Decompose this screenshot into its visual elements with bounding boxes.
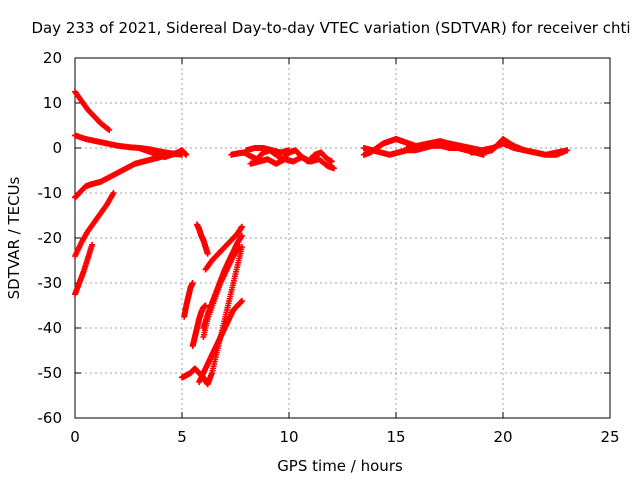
x-tick-label: 15 bbox=[386, 428, 405, 446]
data-point bbox=[236, 244, 243, 250]
y-tick-label: -40 bbox=[38, 319, 63, 337]
y-tick-label: -10 bbox=[38, 184, 63, 202]
data-point bbox=[330, 165, 337, 172]
series-arc-m bbox=[193, 221, 211, 257]
series-arc-q bbox=[243, 145, 292, 156]
y-tick-label: 10 bbox=[43, 94, 62, 112]
y-tick-label: -20 bbox=[38, 229, 63, 247]
data-point bbox=[183, 151, 190, 158]
y-tick-label: -50 bbox=[38, 364, 63, 382]
data-point bbox=[106, 127, 113, 133]
data-point bbox=[89, 241, 96, 248]
data-point bbox=[238, 232, 245, 239]
y-axis-label: SDTVAR / TECUs bbox=[5, 176, 23, 299]
data-point bbox=[189, 280, 196, 286]
y-tick-label: 0 bbox=[52, 139, 62, 157]
series-arc-d bbox=[72, 190, 117, 259]
axis-ticks: 0 5 10 15 20 25 -60 -50 -40 -30 -20 -10 0 10 20 bbox=[38, 49, 620, 446]
y-tick-label: 20 bbox=[43, 49, 62, 67]
data-point bbox=[202, 302, 209, 309]
data-point bbox=[110, 190, 117, 196]
series-arc-l bbox=[202, 223, 245, 273]
x-axis-label: GPS time / hours bbox=[277, 457, 403, 475]
series-arc-k bbox=[200, 244, 243, 340]
data-point bbox=[204, 250, 211, 257]
series-arc-u bbox=[467, 136, 571, 158]
y-tick-label: -30 bbox=[38, 274, 63, 292]
x-tick-label: 25 bbox=[600, 428, 619, 446]
series-arc-e bbox=[72, 241, 96, 298]
data-point-interp bbox=[105, 126, 112, 133]
data-point bbox=[238, 298, 245, 304]
x-tick-label: 20 bbox=[493, 428, 512, 446]
data-point bbox=[238, 223, 245, 230]
series-arc-i bbox=[196, 298, 245, 385]
data-point bbox=[328, 158, 335, 165]
data-point bbox=[564, 147, 571, 154]
series-arc-g bbox=[179, 244, 245, 388]
y-tick-label: -60 bbox=[38, 409, 63, 427]
grid-lines bbox=[75, 58, 610, 418]
x-tick-label: 5 bbox=[177, 428, 187, 446]
chart-title: Day 233 of 2021, Sidereal Day-to-day VTE… bbox=[31, 19, 630, 37]
series-arc-n bbox=[136, 145, 190, 160]
series-arc-h bbox=[189, 302, 209, 349]
x-tick-label: 0 bbox=[70, 428, 80, 446]
series-arc-f bbox=[181, 280, 196, 320]
data-points bbox=[72, 88, 571, 388]
series-arc-a bbox=[72, 88, 113, 133]
data-point bbox=[286, 147, 292, 154]
data-point-interp bbox=[235, 245, 242, 252]
series-arc-p bbox=[247, 154, 337, 172]
x-tick-label: 10 bbox=[279, 428, 298, 446]
